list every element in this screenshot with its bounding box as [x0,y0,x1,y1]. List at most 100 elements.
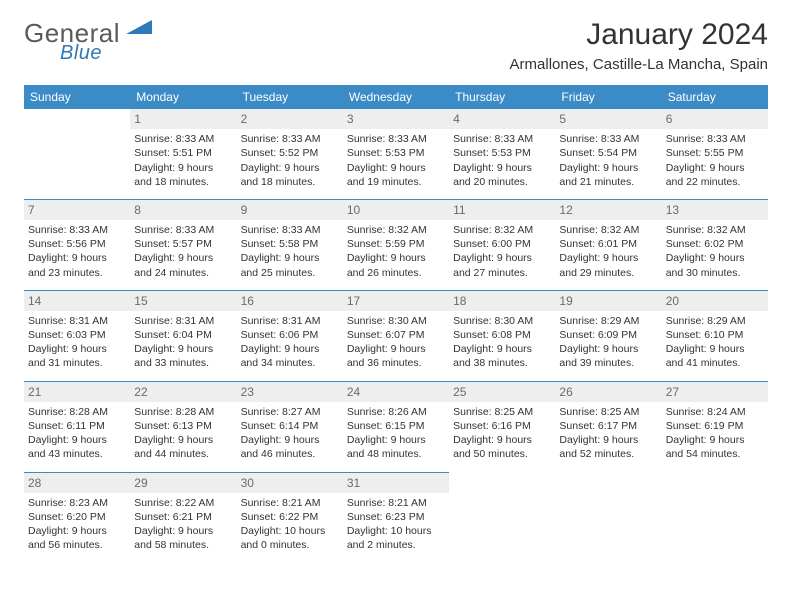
sunset-line: Sunset: 5:59 PM [347,237,445,251]
sunset-line: Sunset: 5:51 PM [134,146,232,160]
calendar-cell: 28Sunrise: 8:23 AMSunset: 6:20 PMDayligh… [24,472,130,563]
sunrise-line: Sunrise: 8:28 AM [28,405,126,419]
calendar-row: 14Sunrise: 8:31 AMSunset: 6:03 PMDayligh… [24,290,768,381]
sunset-line: Sunset: 6:09 PM [559,328,657,342]
day-number: 1 [130,109,236,129]
calendar-cell [662,472,768,563]
daylight-line: Daylight: 9 hours and 44 minutes. [134,433,232,461]
calendar-cell: 4Sunrise: 8:33 AMSunset: 5:53 PMDaylight… [449,109,555,199]
calendar-cell: 24 Sunrise: 8:26 AMSunset: 6:15 PMDayligh… [343,381,449,472]
sunset-line: Sunset: 6:06 PM [241,328,339,342]
sunrise-line: Sunrise: 8:32 AM [559,223,657,237]
logo-triangle-icon [126,18,152,41]
sunset-line: Sunset: 6:22 PM [241,510,339,524]
weekday-header: Wednesday [343,85,449,109]
day-number: 9 [237,199,343,220]
calendar-cell: 5Sunrise: 8:33 AMSunset: 5:54 PMDaylight… [555,109,661,199]
sunrise-line: Sunrise: 8:33 AM [28,223,126,237]
calendar-cell: 10Sunrise: 8:32 AMSunset: 5:59 PMDayligh… [343,199,449,290]
daylight-line: Daylight: 9 hours and 43 minutes. [28,433,126,461]
day-number: 6 [662,109,768,129]
calendar-cell: 29Sunrise: 8:22 AMSunset: 6:21 PMDayligh… [130,472,236,563]
calendar-cell: 3Sunrise: 8:33 AMSunset: 5:53 PMDaylight… [343,109,449,199]
daylight-line: Daylight: 9 hours and 26 minutes. [347,251,445,279]
sunrise-line: Sunrise: 8:32 AM [666,223,764,237]
day-number: 3 [343,109,449,129]
calendar-cell: 2Sunrise: 8:33 AMSunset: 5:52 PMDaylight… [237,109,343,199]
calendar-cell: 20Sunrise: 8:29 AMSunset: 6:10 PMDayligh… [662,290,768,381]
calendar-cell [24,109,130,199]
sunrise-line: Sunrise: 8:32 AM [347,223,445,237]
calendar-cell: 26Sunrise: 8:25 AMSunset: 6:17 PMDayligh… [555,381,661,472]
sunset-line: Sunset: 6:07 PM [347,328,445,342]
day-number: 2 [237,109,343,129]
day-number: 11 [449,199,555,220]
sunset-line: Sunset: 6:21 PM [134,510,232,524]
calendar-cell: 15Sunrise: 8:31 AMSunset: 6:04 PMDayligh… [130,290,236,381]
day-number: 19 [555,290,661,311]
calendar-cell: 8Sunrise: 8:33 AMSunset: 5:57 PMDaylight… [130,199,236,290]
sunrise-line: Sunrise: 8:33 AM [666,132,764,146]
calendar-cell: 6Sunrise: 8:33 AMSunset: 5:55 PMDaylight… [662,109,768,199]
daylight-line: Daylight: 9 hours and 18 minutes. [241,161,339,189]
daylight-line: Daylight: 10 hours and 0 minutes. [241,524,339,552]
daylight-line: Daylight: 9 hours and 25 minutes. [241,251,339,279]
calendar-row: 21Sunrise: 8:28 AMSunset: 6:11 PMDayligh… [24,381,768,472]
calendar-cell: 17Sunrise: 8:30 AMSunset: 6:07 PMDayligh… [343,290,449,381]
calendar-cell: 31Sunrise: 8:21 AMSunset: 6:23 PMDayligh… [343,472,449,563]
sunrise-line: Sunrise: 8:33 AM [347,132,445,146]
logo-word2: Blue [60,42,102,65]
sunset-line: Sunset: 5:53 PM [347,146,445,160]
daylight-line: Daylight: 9 hours and 34 minutes. [241,342,339,370]
calendar-cell: 27Sunrise: 8:24 AMSunset: 6:19 PMDayligh… [662,381,768,472]
sunrise-line: Sunrise: 8:26 AM [347,405,445,419]
daylight-line: Daylight: 9 hours and 48 minutes. [347,433,445,461]
calendar-row: 7Sunrise: 8:33 AMSunset: 5:56 PMDaylight… [24,199,768,290]
calendar-body: 1Sunrise: 8:33 AMSunset: 5:51 PMDaylight… [24,109,768,562]
weekday-header-row: Sunday Monday Tuesday Wednesday Thursday… [24,85,768,109]
calendar-cell: 11Sunrise: 8:32 AMSunset: 6:00 PMDayligh… [449,199,555,290]
day-number: 17 [343,290,449,311]
day-number: 15 [130,290,236,311]
sunrise-line: Sunrise: 8:28 AM [134,405,232,419]
calendar-cell: 19Sunrise: 8:29 AMSunset: 6:09 PMDayligh… [555,290,661,381]
calendar-cell [449,472,555,563]
calendar-cell [555,472,661,563]
title-block: January 2024 Armallones, Castille-La Man… [510,18,768,73]
sunset-line: Sunset: 5:55 PM [666,146,764,160]
weekday-header: Friday [555,85,661,109]
daylight-line: Daylight: 10 hours and 2 minutes. [347,524,445,552]
day-number: 24 [343,381,449,402]
daylight-line: Daylight: 9 hours and 38 minutes. [453,342,551,370]
day-number: 21 [24,381,130,402]
daylight-line: Daylight: 9 hours and 21 minutes. [559,161,657,189]
calendar-cell: 1Sunrise: 8:33 AMSunset: 5:51 PMDaylight… [130,109,236,199]
day-number: 22 [130,381,236,402]
sunset-line: Sunset: 6:15 PM [347,419,445,433]
daylight-line: Daylight: 9 hours and 23 minutes. [28,251,126,279]
day-number: 29 [130,472,236,493]
daylight-line: Daylight: 9 hours and 24 minutes. [134,251,232,279]
sunset-line: Sunset: 5:56 PM [28,237,126,251]
sunset-line: Sunset: 6:03 PM [28,328,126,342]
sunset-line: Sunset: 6:13 PM [134,419,232,433]
daylight-line: Daylight: 9 hours and 52 minutes. [559,433,657,461]
calendar-cell: 13Sunrise: 8:32 AMSunset: 6:02 PMDayligh… [662,199,768,290]
sunrise-line: Sunrise: 8:27 AM [241,405,339,419]
sunset-line: Sunset: 6:14 PM [241,419,339,433]
sunrise-line: Sunrise: 8:33 AM [453,132,551,146]
calendar-row: 1Sunrise: 8:33 AMSunset: 5:51 PMDaylight… [24,109,768,199]
day-number: 12 [555,199,661,220]
day-number: 31 [343,472,449,493]
calendar-cell: 9Sunrise: 8:33 AMSunset: 5:58 PMDaylight… [237,199,343,290]
weekday-header: Monday [130,85,236,109]
daylight-line: Daylight: 9 hours and 39 minutes. [559,342,657,370]
sunrise-line: Sunrise: 8:33 AM [134,223,232,237]
daylight-line: Daylight: 9 hours and 18 minutes. [134,161,232,189]
weekday-header: Sunday [24,85,130,109]
weekday-header: Thursday [449,85,555,109]
day-number: 18 [449,290,555,311]
daylight-line: Daylight: 9 hours and 54 minutes. [666,433,764,461]
day-number: 13 [662,199,768,220]
sunset-line: Sunset: 6:04 PM [134,328,232,342]
